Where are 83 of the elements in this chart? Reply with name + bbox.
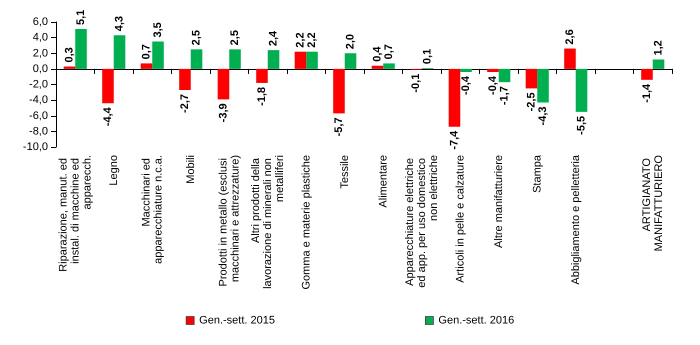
data-label: -4,4 (102, 106, 114, 126)
x-tick-label: Macchinari ed apparecchiature n.c.a. (140, 155, 164, 264)
data-label: -5,5 (576, 116, 588, 135)
data-label: -0,4 (486, 75, 499, 95)
y-tick-label: -6,0 (29, 110, 48, 122)
bar (344, 53, 356, 69)
data-label: 0,7 (140, 44, 152, 60)
y-tick-label: -2,0 (29, 78, 48, 90)
bar (190, 49, 202, 69)
bar (537, 68, 549, 102)
bar (218, 68, 230, 100)
x-tick-label: ARTIGIANATO MANIFATTURIERO (640, 154, 665, 252)
bar (268, 50, 280, 69)
data-label: -2,7 (178, 94, 191, 113)
x-tick-label: Apparecchiature elettriche ed app. per uso domestico non elettriche (404, 155, 440, 288)
bar (576, 68, 588, 112)
data-label: 2,2 (294, 32, 306, 48)
bar (306, 52, 318, 69)
bar (75, 29, 87, 69)
bar (102, 68, 114, 104)
data-label: -7,4 (448, 130, 460, 150)
data-label: 2,0 (344, 34, 357, 50)
data-label: 2,5 (190, 30, 203, 46)
x-tick-label: Stampa (531, 154, 544, 193)
bar (229, 49, 241, 69)
bar (179, 68, 191, 90)
data-label: 2,6 (564, 29, 576, 45)
data-label: 0,1 (422, 48, 434, 64)
data-label: 2,2 (306, 32, 318, 48)
data-label: 0,4 (371, 46, 384, 62)
y-tick-label: -4,0 (29, 94, 48, 106)
data-label: -3,9 (217, 103, 230, 122)
x-tick-label: Articoli in pelle e calzature (454, 155, 466, 283)
data-label: -1,4 (640, 82, 653, 103)
y-tick-label: 4,0 (32, 32, 48, 44)
data-label: 0,7 (383, 44, 396, 60)
bar (383, 63, 395, 69)
legend-label: Gen.-sett. 2015 (199, 314, 276, 326)
bar (256, 68, 268, 83)
bar (114, 35, 126, 69)
bar (372, 66, 384, 69)
bar (641, 68, 653, 80)
x-tick-label: Prodotti in metallo (esclusi macchinari e attrezzature) (217, 155, 242, 286)
data-label: -2,5 (525, 92, 538, 112)
bar (526, 68, 538, 88)
bar (152, 42, 164, 69)
bar (652, 60, 664, 69)
bar (460, 68, 472, 72)
bar (487, 68, 499, 72)
y-tick-label: 0,0 (32, 62, 48, 75)
data-label: 0,3 (63, 47, 76, 63)
y-tick-label: 2,0 (32, 47, 48, 60)
data-label: 4,3 (114, 16, 126, 32)
data-label: 5,1 (75, 10, 88, 26)
x-tick-label: Altre manifatturiere (492, 155, 505, 248)
data-label: -1,8 (256, 86, 268, 106)
x-tick-label: Alimentare (377, 155, 390, 208)
x-tick-label: Tessile (338, 155, 351, 189)
data-label: -0,4 (460, 75, 472, 95)
y-tick-label: 6,0 (32, 16, 48, 28)
legend-label: Gen.-sett. 2016 (438, 314, 514, 326)
bar (140, 63, 152, 69)
x-tick-label: Mobili (184, 155, 197, 184)
bar (498, 68, 510, 82)
bar (448, 68, 460, 127)
x-tick-label: Abbigliamento e pelletteria (570, 154, 582, 285)
data-label: 3,5 (152, 22, 164, 38)
y-tick-label: -8,0 (29, 125, 48, 138)
data-label: 2,5 (229, 30, 242, 46)
bar (564, 48, 576, 69)
x-tick-label: Altri prodotti della lavorazione di minerali non metalliferi (250, 155, 286, 289)
data-label: -1,7 (498, 86, 511, 106)
y-tick-label: -10,0 (22, 141, 48, 153)
data-label: 2,4 (268, 30, 280, 46)
x-tick-label: Gomma e materie plastiche (300, 155, 312, 290)
data-label: -0,1 (410, 74, 422, 93)
data-label: 1,2 (652, 40, 665, 56)
data-label: -5,7 (332, 117, 345, 136)
x-tick-label: Legno (108, 155, 120, 186)
data-label: -4,3 (537, 106, 550, 126)
bar (294, 52, 306, 69)
x-tick-label: Riparazione, manut. ed instal. di macchine ed apparecch. (57, 155, 94, 272)
bar (333, 68, 345, 114)
